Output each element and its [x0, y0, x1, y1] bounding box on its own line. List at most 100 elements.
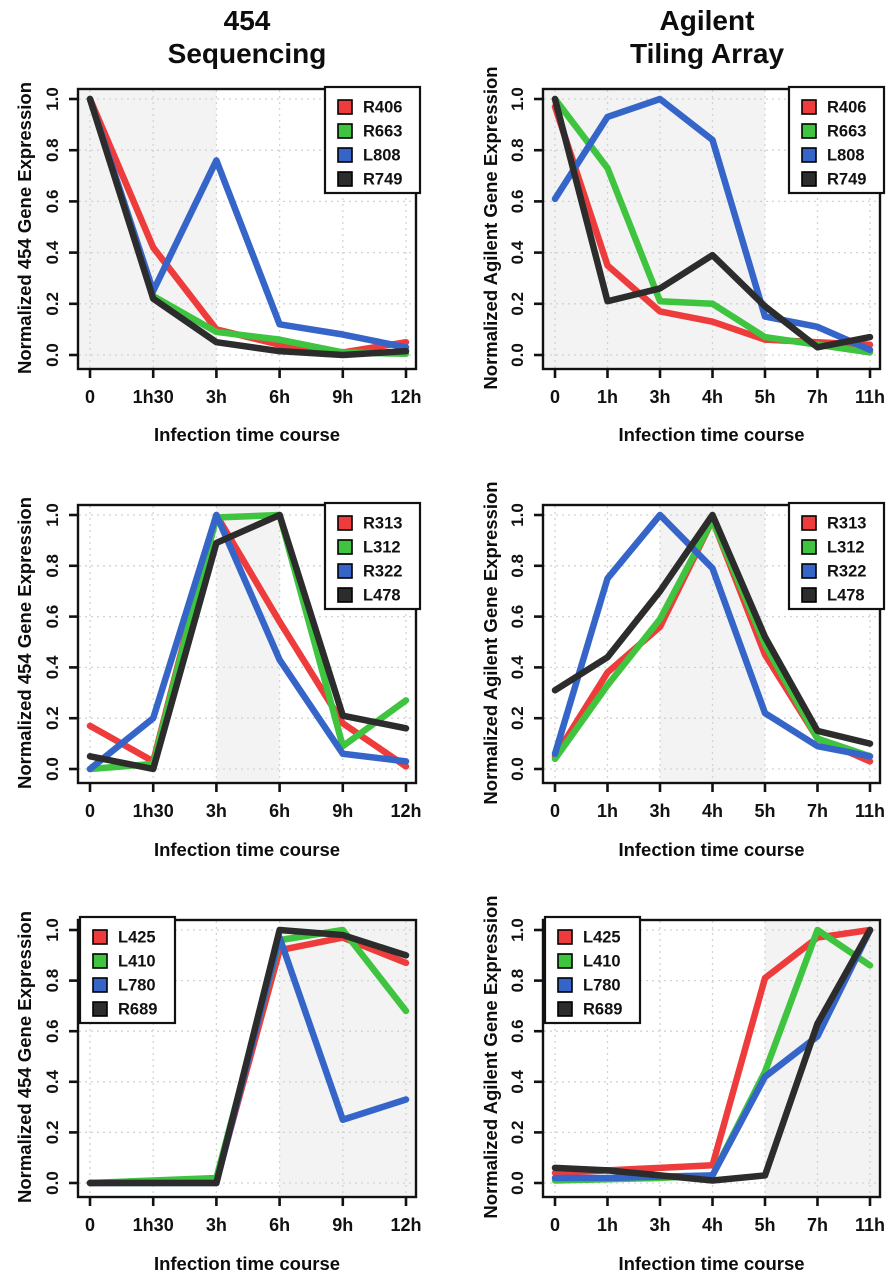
y-tick-label: 0.6 [508, 605, 527, 629]
y-tick-label: 0.2 [43, 1121, 62, 1145]
column-title-agilent-line1: Agilent [659, 5, 755, 36]
y-tick-label: 0.0 [508, 757, 527, 781]
legend-swatch-L808 [337, 147, 353, 163]
legend-label-L425: L425 [118, 929, 156, 947]
legend-swatch-R406 [337, 99, 353, 115]
legend-label-R663: R663 [827, 123, 866, 141]
legend-label-L808: L808 [363, 147, 401, 165]
y-tick-label: 1.0 [508, 87, 527, 111]
legend-swatch-R663 [801, 123, 817, 139]
x-tick-label: 12h [390, 387, 421, 407]
y-tick-label: 0.8 [508, 138, 527, 162]
y-tick-label: 1.0 [508, 918, 527, 942]
chart-agilent-late-genes: 0 1h 3h 4h 5h 7h 11h 0.0 0.2 0.4 0.6 0.8 1.0 L425 L410… [508, 915, 885, 1235]
x-tick-label: 1h30 [133, 1215, 174, 1235]
legend-swatch-R663 [337, 123, 353, 139]
x-tick-label: 4h [702, 387, 723, 407]
y-tick-label: 0.0 [508, 343, 527, 367]
x-tick-label: 0 [85, 1215, 95, 1235]
y-tick-label: 0.2 [508, 1121, 527, 1145]
x-tick-label: 0 [85, 387, 95, 407]
column-title-agilent-line2: Tiling Array [629, 38, 785, 69]
legend-swatch-R689 [92, 1001, 108, 1017]
column-title-agilent: Agilent Tiling Array [547, 4, 867, 70]
x-tick-label: 0 [550, 387, 560, 407]
x-tick-label: 9h [332, 1215, 353, 1235]
y-tick-label: 0.6 [43, 1019, 62, 1043]
x-tick-label: 9h [332, 387, 353, 407]
column-title-454: 454 Sequencing [87, 4, 407, 70]
y-tick-label: 0.2 [508, 706, 527, 730]
y-tick-label: 1.0 [43, 503, 62, 527]
x-tick-label: 1h30 [133, 801, 174, 821]
x-tick-label: 1h [597, 801, 618, 821]
series-line-R689 [551, 926, 874, 1184]
x-tick-label: 3h [649, 801, 670, 821]
y-tick-label: 0.4 [508, 240, 527, 264]
legend-swatch-L410 [557, 953, 573, 969]
x-tick-label: 0 [550, 1215, 560, 1235]
series-line-L780 [551, 926, 874, 1182]
legend: L425 L410 L780 R689 [78, 915, 177, 1025]
x-axis-label: Infection time course [618, 1253, 805, 1274]
y-tick-label: 0.4 [508, 1069, 527, 1093]
legend: R313 L312 R322 L478 [323, 501, 422, 611]
chart-454-middle-genes: 0 1h30 3h 6h 9h 12h 0.0 0.2 0.4 0.6 0.8 1.0 R313 L312… [43, 501, 422, 821]
x-tick-label: 6h [269, 387, 290, 407]
y-tick-label: 0.4 [43, 655, 62, 679]
x-tick-label: 9h [332, 801, 353, 821]
y-tick-label: 1.0 [508, 503, 527, 527]
x-tick-label: 12h [390, 801, 421, 821]
legend-swatch-L425 [92, 929, 108, 945]
phase-shade-region [216, 506, 280, 782]
legend-label-R749: R749 [827, 171, 866, 189]
series-line-L478 [86, 511, 410, 773]
y-tick-label: 0.8 [508, 554, 527, 578]
column-title-454-line1: 454 [223, 5, 271, 36]
legend-label-R406: R406 [827, 99, 866, 117]
legend-swatch-R313 [337, 515, 353, 531]
x-tick-label: 4h [702, 801, 723, 821]
y-tick-label: 0.8 [43, 969, 62, 993]
x-tick-label: 7h [807, 1215, 828, 1235]
x-axis-label: Infection time course [153, 1253, 341, 1274]
legend-label-L410: L410 [118, 953, 156, 971]
plot-box [76, 87, 418, 371]
x-tick-label: 11h [855, 801, 885, 821]
x-tick-label: 11h [855, 387, 885, 407]
x-tick-label: 3h [649, 387, 670, 407]
legend-label-L410: L410 [583, 953, 621, 971]
x-tick-label: 3h [206, 801, 227, 821]
series-line-R322 [551, 511, 874, 760]
legend: L425 L410 L780 R689 [543, 915, 642, 1025]
x-tick-label: 6h [269, 1215, 290, 1235]
y-tick-label: 1.0 [43, 87, 62, 111]
legend-label-R313: R313 [363, 515, 402, 533]
legend-swatch-L425 [557, 929, 573, 945]
column-title-454-line2: Sequencing [167, 38, 327, 69]
x-tick-label: 7h [807, 387, 828, 407]
y-tick-label: 0.6 [508, 190, 527, 214]
y-tick-label: 1.0 [43, 918, 62, 942]
chart-454-early-genes: 0 1h30 3h 6h 9h 12h 0.0 0.2 0.4 0.6 0.8 1.0 R406 R663… [43, 85, 422, 407]
legend-label-R689: R689 [583, 1001, 622, 1019]
legend-swatch-L312 [801, 539, 817, 555]
x-tick-label: 5h [754, 387, 775, 407]
x-tick-label: 3h [649, 1215, 670, 1235]
series-line-R689 [86, 926, 410, 1187]
series-line-R313 [86, 511, 410, 770]
x-tick-label: 5h [754, 801, 775, 821]
legend-label-R322: R322 [363, 563, 402, 581]
x-tick-label: 3h [206, 387, 227, 407]
y-tick-label: 0.4 [43, 240, 62, 264]
x-tick-label: 0 [550, 801, 560, 821]
legend-swatch-L780 [92, 977, 108, 993]
legend-swatch-R322 [337, 563, 353, 579]
y-tick-label: 0.8 [43, 554, 62, 578]
x-tick-label: 0 [85, 801, 95, 821]
x-axis-label: Infection time course [153, 839, 341, 860]
x-axis-label: Infection time course [618, 839, 805, 860]
x-tick-label: 1h30 [133, 387, 174, 407]
plot-box [76, 503, 418, 785]
legend-swatch-R689 [557, 1001, 573, 1017]
